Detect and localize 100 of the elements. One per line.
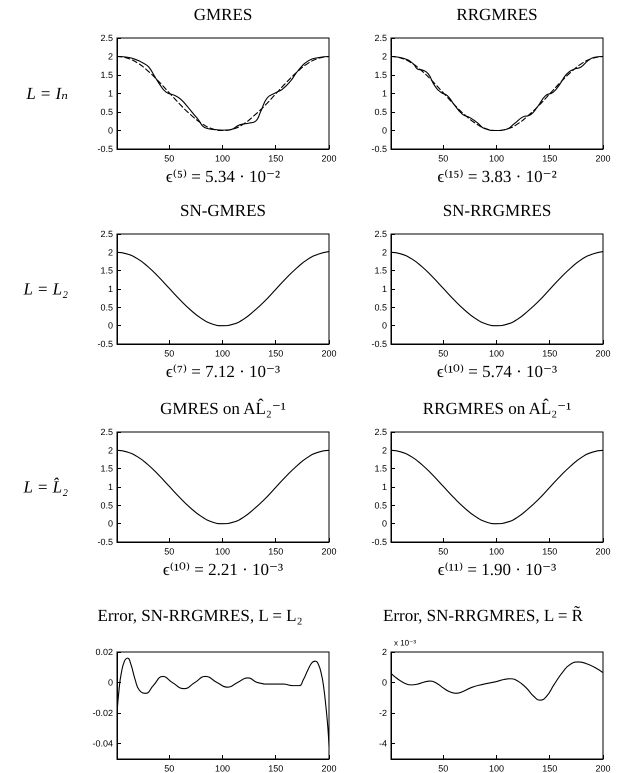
y-tick-label: -2 bbox=[378, 708, 387, 718]
y-tick-label: 0 bbox=[382, 518, 387, 529]
text: x 10⁻³ bbox=[394, 638, 416, 648]
y-tick-label: 1.5 bbox=[100, 266, 113, 276]
y-tick-label: 2.5 bbox=[374, 229, 387, 239]
y-tick-label: 1 bbox=[108, 284, 113, 294]
x-tick-label: 200 bbox=[321, 348, 337, 358]
y-tick-label: 2.5 bbox=[100, 229, 113, 239]
x-tick-label: 200 bbox=[321, 764, 337, 773]
y-tick-label: 1 bbox=[382, 88, 387, 98]
y-tick-label: 0.02 bbox=[95, 647, 113, 657]
x-axis-title: ϵ⁽⁷⁾ = 7.12 · 10⁻³ bbox=[166, 362, 280, 381]
x-tick-label: 100 bbox=[488, 546, 504, 556]
y-tick-label: 0 bbox=[108, 320, 113, 331]
x-tick-label: 150 bbox=[542, 764, 558, 773]
y-tick-label: 2 bbox=[382, 647, 387, 657]
x-tick-label: 150 bbox=[542, 348, 558, 358]
x-tick-label: 150 bbox=[268, 154, 284, 164]
x-tick-label: 50 bbox=[164, 348, 174, 358]
y-tick-label: 2 bbox=[108, 247, 113, 258]
x-tick-label: 100 bbox=[488, 764, 504, 773]
y-tick-label: 1 bbox=[382, 284, 387, 294]
y-tick-label: 0 bbox=[108, 518, 113, 529]
y-tick-label: -0.5 bbox=[371, 339, 387, 349]
x-tick-label: 50 bbox=[164, 154, 174, 164]
y-tick-label: 2 bbox=[382, 247, 387, 258]
y-tick-label: -0.5 bbox=[371, 537, 387, 547]
y-tick-label: 2 bbox=[382, 445, 387, 456]
y-tick-label: 1.5 bbox=[374, 266, 387, 276]
x-tick-label: 150 bbox=[268, 546, 284, 556]
y-tick-label: 0.5 bbox=[100, 107, 113, 117]
x-tick-label: 200 bbox=[595, 154, 611, 164]
x-tick-label: 200 bbox=[595, 764, 611, 773]
chart-title: SN-RRGMRES bbox=[442, 201, 552, 220]
y-tick-label: 0 bbox=[108, 126, 113, 136]
y-tick-label: 2.5 bbox=[100, 33, 113, 43]
chart-title: SN-GMRES bbox=[180, 201, 266, 220]
y-tick-label: 1.5 bbox=[100, 70, 113, 80]
y-tick-label: 1.5 bbox=[374, 70, 387, 80]
y-tick-label: 2.5 bbox=[100, 427, 113, 437]
y-tick-label: 2 bbox=[108, 445, 113, 456]
x-tick-label: 50 bbox=[164, 764, 174, 773]
y-tick-label: 2.5 bbox=[374, 427, 387, 437]
x-tick-label: 200 bbox=[595, 546, 611, 556]
x-tick-label: 100 bbox=[488, 348, 504, 358]
x-axis-title: ϵ⁽⁵⁾ = 5.34 · 10⁻² bbox=[166, 167, 280, 186]
x-tick-label: 200 bbox=[595, 348, 611, 358]
x-tick-label: 50 bbox=[438, 546, 448, 556]
chart-title: Error, SN-RRGMRES, L = R̃ bbox=[382, 606, 584, 625]
x-tick-label: 50 bbox=[438, 154, 448, 164]
y-tick-label: 0.5 bbox=[374, 500, 387, 510]
y-tick-label: 2.5 bbox=[374, 33, 387, 43]
chart-title: GMRES bbox=[194, 5, 252, 24]
y-tick-label: -0.5 bbox=[97, 537, 113, 547]
y-tick-label: -0.5 bbox=[97, 144, 113, 154]
y-axis-title: L = L̂₂ bbox=[22, 478, 68, 496]
x-tick-label: 100 bbox=[488, 154, 504, 164]
y-tick-label: -0.04 bbox=[92, 738, 113, 749]
x-tick-label: 150 bbox=[542, 154, 558, 164]
x-tick-label: 50 bbox=[164, 546, 174, 556]
x-tick-label: 100 bbox=[214, 154, 230, 164]
y-tick-label: 0 bbox=[108, 678, 113, 688]
y-tick-label: 0.5 bbox=[100, 500, 113, 510]
x-tick-label: 150 bbox=[268, 764, 284, 773]
y-tick-label: 0 bbox=[382, 678, 387, 688]
x-tick-label: 50 bbox=[438, 348, 448, 358]
x-tick-label: 50 bbox=[438, 764, 448, 773]
x-axis-title: ϵ⁽¹⁰⁾ = 5.74 · 10⁻³ bbox=[436, 362, 558, 381]
y-axis-title: L = Iₙ bbox=[25, 84, 68, 103]
x-tick-label: 100 bbox=[214, 764, 230, 773]
y-tick-label: 0 bbox=[382, 126, 387, 136]
chart-title: Error, SN-RRGMRES, L = L₂ bbox=[98, 606, 302, 625]
x-tick-label: 200 bbox=[321, 154, 337, 164]
x-tick-label: 200 bbox=[321, 546, 337, 556]
y-tick-label: 0.5 bbox=[374, 107, 387, 117]
y-tick-label: -0.5 bbox=[371, 144, 387, 154]
y-tick-label: -4 bbox=[378, 738, 387, 749]
y-tick-label: 1 bbox=[382, 482, 387, 492]
chart-title: GMRES on AL̂₂⁻¹ bbox=[160, 398, 286, 418]
x-axis-title: ϵ⁽¹⁵⁾ = 3.83 · 10⁻² bbox=[437, 167, 557, 186]
y-tick-label: 2 bbox=[382, 52, 387, 62]
x-tick-label: 150 bbox=[268, 348, 284, 358]
y-tick-label: 1.5 bbox=[100, 464, 113, 474]
x-tick-label: 100 bbox=[214, 546, 230, 556]
y-tick-label: -0.02 bbox=[92, 708, 113, 718]
y-tick-label: 1 bbox=[108, 88, 113, 98]
y-axis-title: L = L₂ bbox=[22, 280, 68, 298]
y-tick-label: 2 bbox=[108, 52, 113, 62]
x-axis-title: ϵ⁽¹¹⁾ = 1.90 · 10⁻³ bbox=[438, 560, 556, 579]
y-tick-label: -0.5 bbox=[97, 339, 113, 349]
x-tick-label: 150 bbox=[542, 546, 558, 556]
chart-title: RRGMRES bbox=[456, 5, 538, 24]
x-axis-title: ϵ⁽¹⁰⁾ = 2.21 · 10⁻³ bbox=[162, 560, 284, 579]
chart-title: RRGMRES on AL̂₂⁻¹ bbox=[422, 398, 572, 418]
x-tick-label: 100 bbox=[214, 348, 230, 358]
y-tick-label: 0.5 bbox=[100, 302, 113, 312]
y-tick-label: 1.5 bbox=[374, 464, 387, 474]
y-tick-label: 0 bbox=[382, 320, 387, 331]
y-tick-label: 1 bbox=[108, 482, 113, 492]
y-tick-label: 0.5 bbox=[374, 302, 387, 312]
